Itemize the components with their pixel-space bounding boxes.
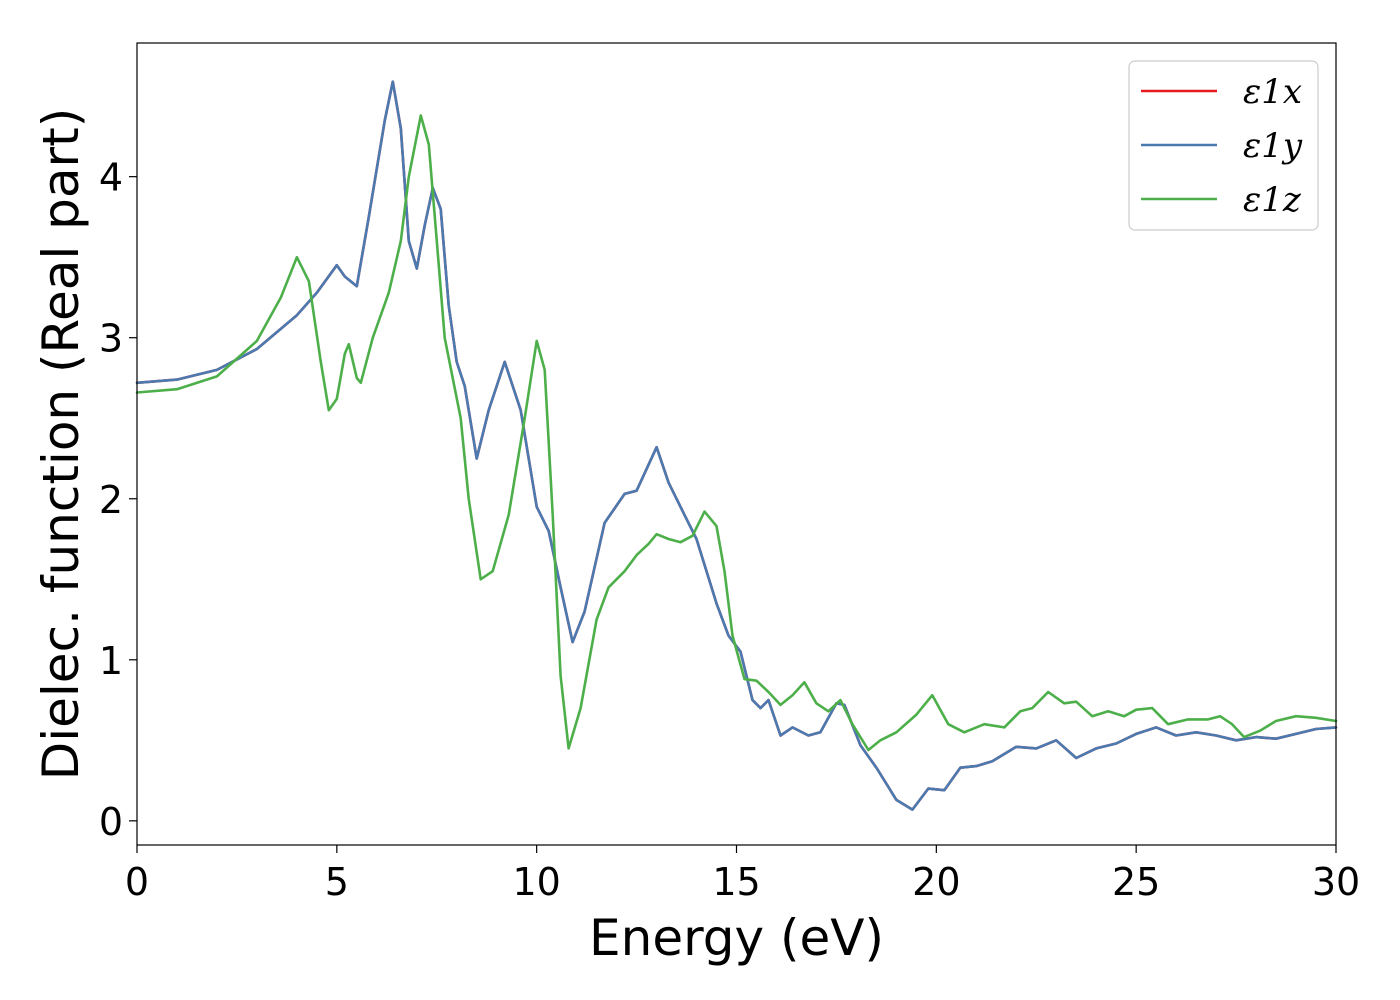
legend-label-2: ε1z bbox=[1243, 180, 1302, 220]
x-tick-label: 15 bbox=[712, 860, 760, 904]
legend: ε1x ε1y ε1z bbox=[1128, 60, 1319, 231]
y-tick-label: 2 bbox=[99, 478, 123, 522]
x-tick-label: 10 bbox=[512, 860, 560, 904]
series-layer bbox=[135, 80, 1338, 811]
y-axis-ticks: 0 1 2 3 4 bbox=[99, 156, 137, 844]
y-tick-label: 3 bbox=[99, 317, 123, 361]
series-line-1 bbox=[135, 80, 1338, 811]
x-tick-label: 20 bbox=[912, 860, 960, 904]
x-tick-label: 30 bbox=[1312, 860, 1360, 904]
x-tick-label: 25 bbox=[1112, 860, 1160, 904]
legend-label-0: ε1x bbox=[1243, 72, 1302, 112]
y-axis-title: Dielec. function (Real part) bbox=[32, 108, 90, 780]
x-axis-ticks: 0 5 10 15 20 25 30 bbox=[125, 845, 1360, 904]
legend-box bbox=[1128, 60, 1319, 231]
plot-frame bbox=[136, 42, 1337, 846]
y-tick-label: 0 bbox=[99, 800, 123, 844]
y-tick-label: 4 bbox=[99, 156, 123, 200]
x-axis-title: Energy (eV) bbox=[589, 909, 884, 967]
legend-items: ε1x ε1y ε1z bbox=[1141, 72, 1303, 220]
legend-label-1: ε1y bbox=[1243, 126, 1303, 166]
x-tick-label: 5 bbox=[325, 860, 349, 904]
series-line-2 bbox=[135, 114, 1338, 752]
x-tick-label: 0 bbox=[125, 860, 149, 904]
y-tick-label: 1 bbox=[99, 639, 123, 683]
